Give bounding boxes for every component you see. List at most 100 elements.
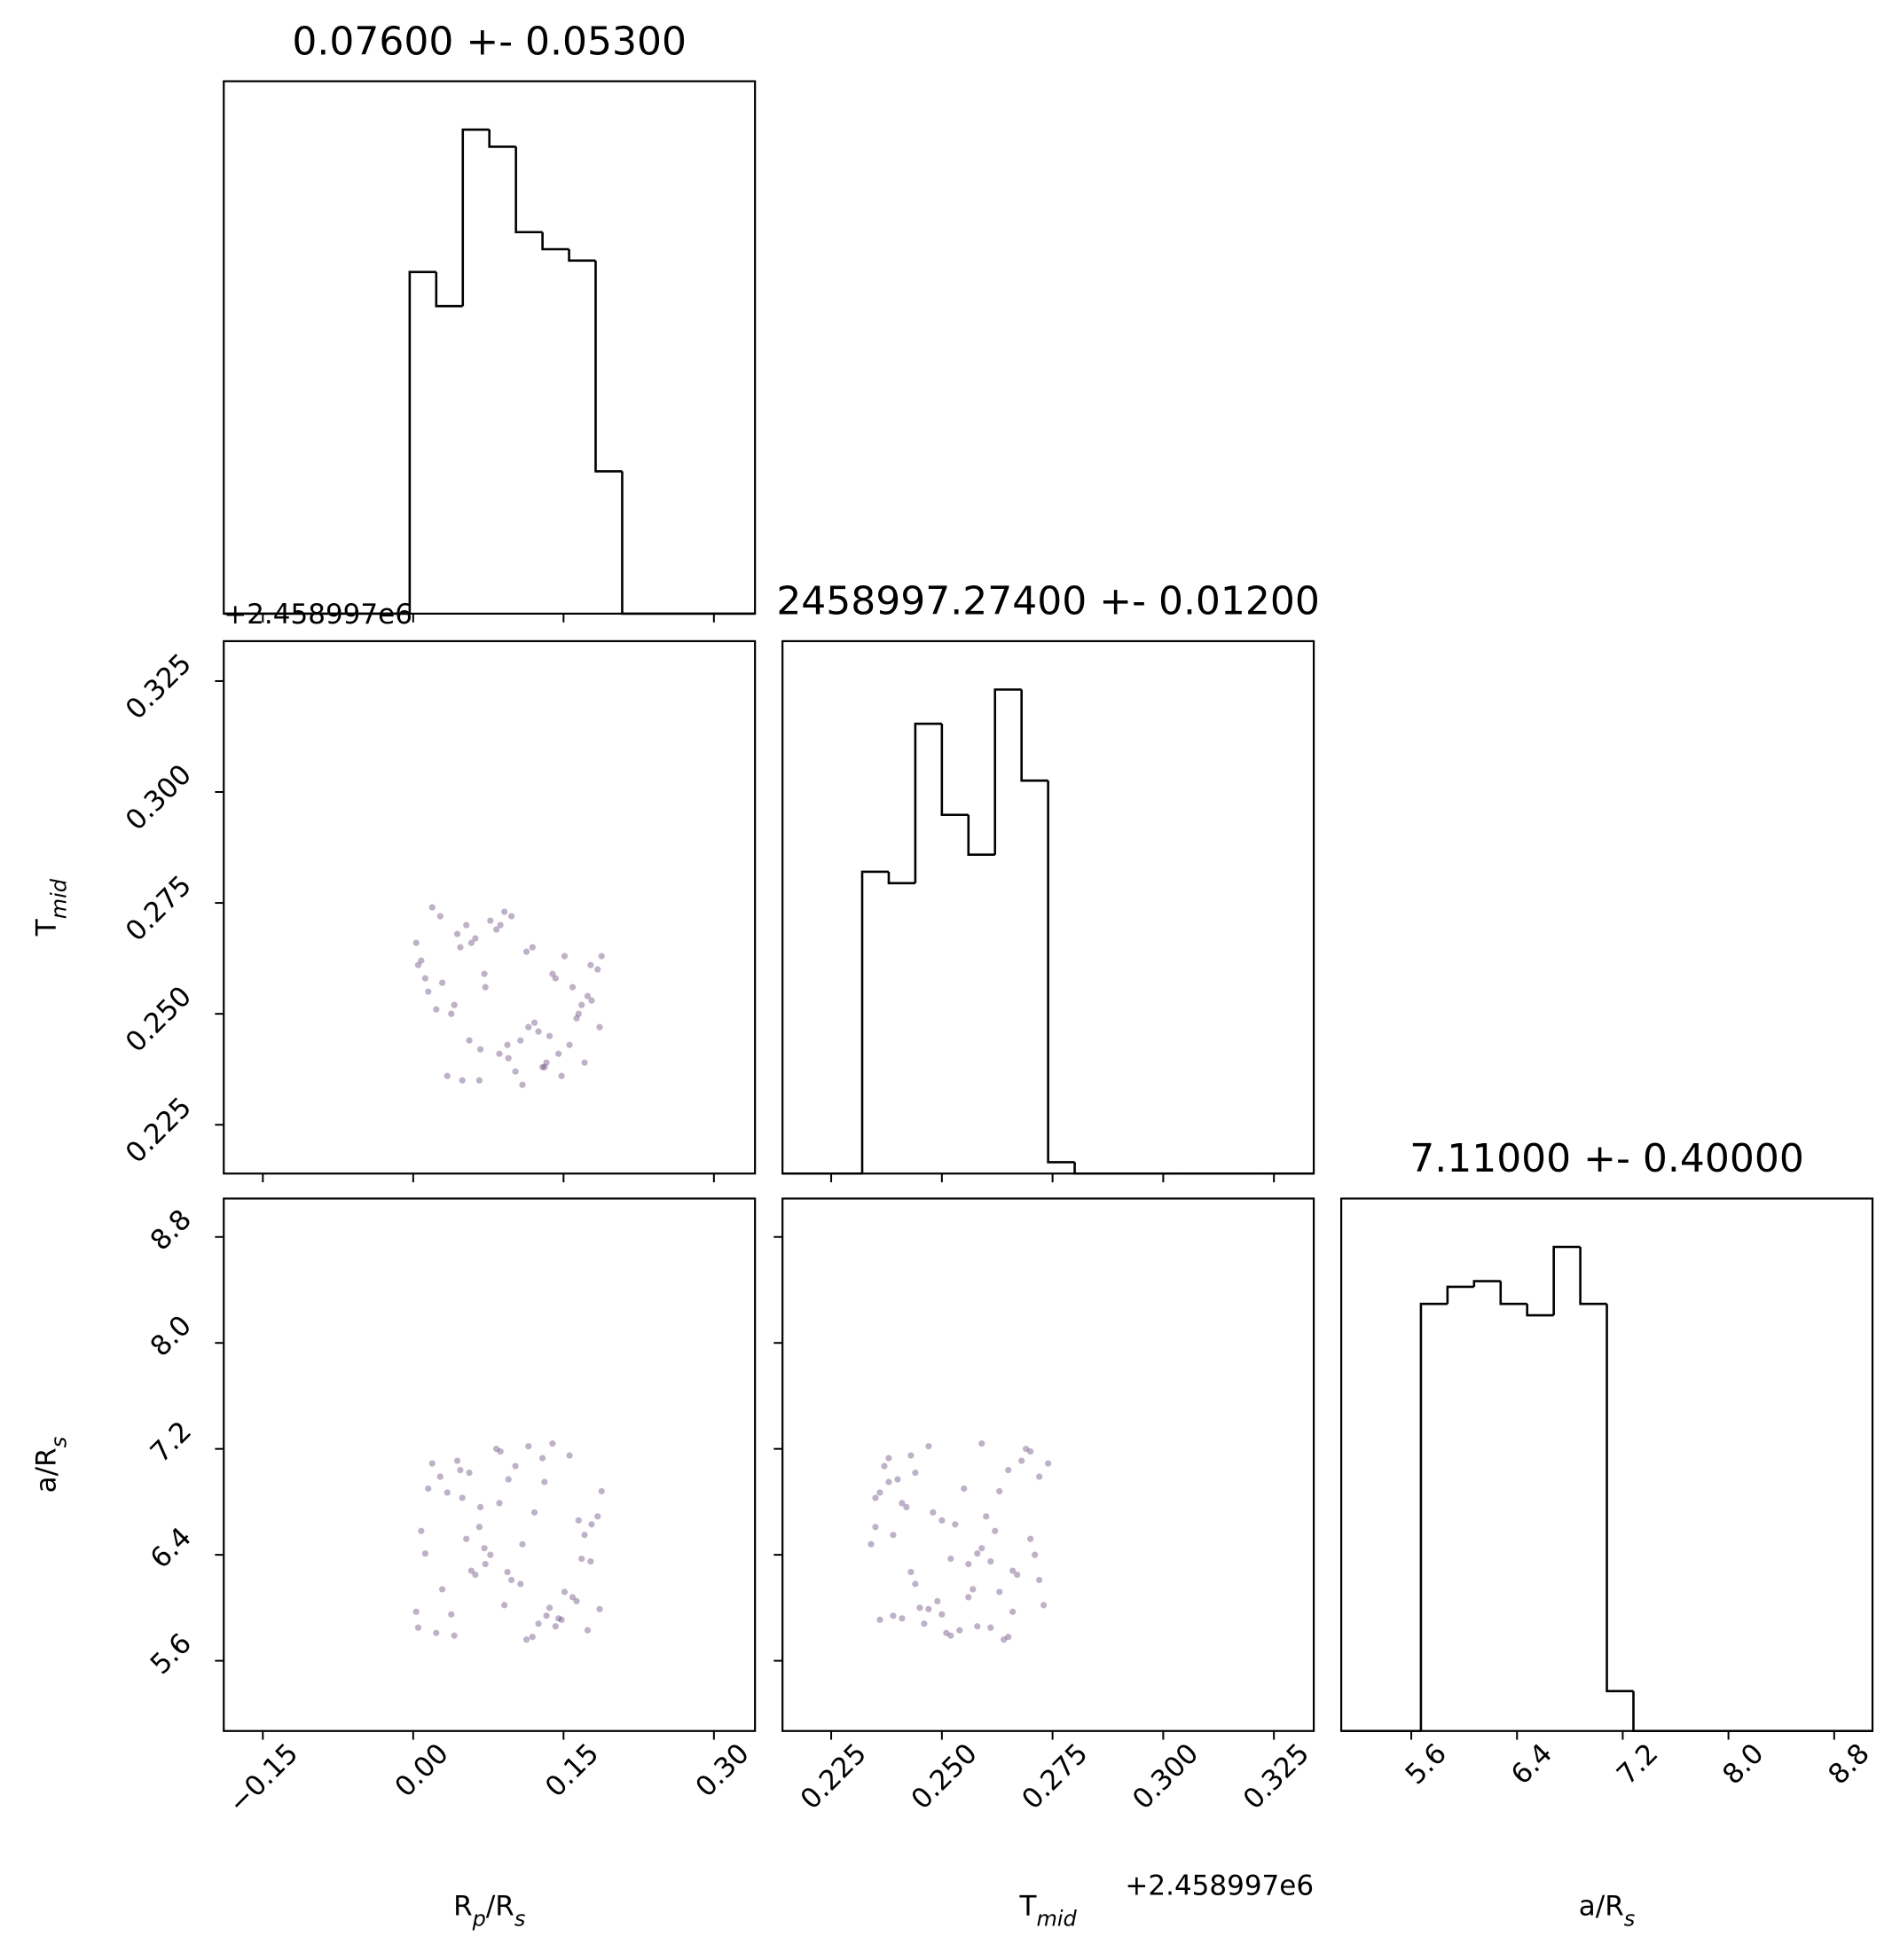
scatter-point — [546, 1032, 554, 1039]
scatter-point — [448, 1611, 455, 1618]
scatter-point — [538, 1454, 546, 1462]
histogram-bin — [1552, 1245, 1581, 1316]
axis-label: a/Rs — [30, 1437, 72, 1494]
scatter-point — [433, 1629, 440, 1636]
x-tick-label: 0.225 — [795, 1737, 873, 1815]
scatter-point — [996, 1487, 1003, 1495]
scatter-point — [912, 1580, 919, 1588]
x-tick-label: 0.250 — [906, 1737, 984, 1815]
scatter-point — [487, 1551, 494, 1558]
scatter-point — [457, 1466, 464, 1474]
scatter-point — [930, 1509, 937, 1516]
scatter-point — [497, 1448, 504, 1455]
scatter-point — [974, 1550, 981, 1557]
scatter-point — [894, 1476, 901, 1483]
x-tick-label: 8.0 — [1716, 1737, 1770, 1791]
scatter-point — [519, 1541, 526, 1548]
axis-label-part: p — [472, 1906, 486, 1931]
scatter-point — [876, 1616, 883, 1623]
scatter-point — [588, 997, 595, 1004]
scatter-point — [934, 1597, 941, 1605]
scatter-point — [522, 1636, 530, 1643]
histogram-bin — [1472, 1280, 1501, 1287]
histogram-bin — [408, 270, 436, 614]
scatter-point — [1045, 1460, 1052, 1467]
histogram-bin — [594, 260, 623, 473]
scatter-point — [459, 1077, 466, 1084]
histogram-bin — [1073, 1162, 1102, 1175]
scatter-point — [598, 953, 605, 960]
scatter-point — [501, 1602, 508, 1609]
scatter-point — [925, 1443, 932, 1450]
scatter-point — [541, 1478, 548, 1486]
scatter-point — [414, 961, 422, 968]
scatter-point — [444, 1489, 451, 1496]
histogram-bin — [1446, 1285, 1474, 1305]
scatter-point — [463, 921, 470, 929]
scatter-point — [459, 1494, 466, 1501]
histogram-bin — [914, 722, 942, 883]
scatter-point — [1005, 1634, 1012, 1641]
axis-label-part: mid — [1036, 1906, 1077, 1931]
scatter-point — [421, 975, 428, 982]
scatter-point — [970, 1586, 977, 1593]
histogram-bin — [887, 871, 915, 885]
scatter-point — [569, 984, 577, 991]
x-tick-label: 7.2 — [1611, 1737, 1664, 1791]
histogram-bin — [541, 231, 569, 251]
scatter-point — [525, 1023, 532, 1031]
scatter-point — [529, 1634, 536, 1641]
axis-label: Tmid — [1019, 1890, 1078, 1932]
axis-label-part: T — [30, 918, 62, 937]
scatter-point — [530, 1019, 538, 1026]
scatter-point — [561, 953, 569, 960]
scatter-point — [504, 1568, 511, 1576]
panel-frame — [1339, 1197, 1874, 1732]
scatter-point — [978, 1440, 985, 1447]
scatter-point — [436, 913, 444, 920]
scatter-point — [587, 1558, 594, 1565]
histogram-bin — [940, 724, 969, 817]
scatter-point — [433, 1006, 440, 1013]
scatter-point — [519, 1081, 526, 1088]
axis-label: Tmid — [30, 878, 72, 937]
scatter-point — [444, 1072, 451, 1079]
scatter-point — [899, 1615, 906, 1622]
scatter-point — [978, 1545, 985, 1552]
axis-label-part: mid — [47, 878, 72, 919]
scatter-point — [505, 1054, 512, 1062]
panel-frame — [223, 639, 757, 1175]
histogram-bin — [621, 471, 649, 615]
y-tick-label: 0.250 — [120, 980, 198, 1058]
scatter-point — [868, 1541, 875, 1548]
scatter-point — [907, 1452, 915, 1459]
histogram-bin — [461, 128, 490, 307]
scatter-point — [938, 1517, 946, 1524]
panel-title: 0.07600 +- 0.05300 — [292, 19, 687, 64]
scatter-point — [912, 1469, 919, 1477]
scatter-point — [482, 984, 489, 991]
scatter-point — [581, 1059, 588, 1066]
scatter-point — [907, 1568, 915, 1576]
scatter-point — [466, 1037, 473, 1044]
scatter-point — [448, 1010, 455, 1017]
scatter-point — [476, 1046, 484, 1053]
offset-label: +2.458997e6 — [224, 599, 412, 631]
scatter-point — [588, 1521, 595, 1528]
scatter-point — [1023, 1446, 1030, 1453]
scatter-point — [412, 939, 420, 946]
scatter-point — [581, 1532, 588, 1539]
scatter-point — [475, 1524, 483, 1531]
y-tick-label: 0.300 — [120, 758, 198, 836]
histogram-bin — [1047, 780, 1075, 1164]
scatter-point — [1018, 1457, 1025, 1464]
scatter-point — [425, 988, 432, 995]
panel-frame — [223, 1197, 757, 1732]
scatter-point — [947, 1632, 954, 1639]
scatter-point — [476, 1503, 484, 1510]
scatter-point — [453, 1457, 461, 1464]
scatter-point — [543, 1059, 550, 1066]
scatter-point — [872, 1524, 879, 1531]
